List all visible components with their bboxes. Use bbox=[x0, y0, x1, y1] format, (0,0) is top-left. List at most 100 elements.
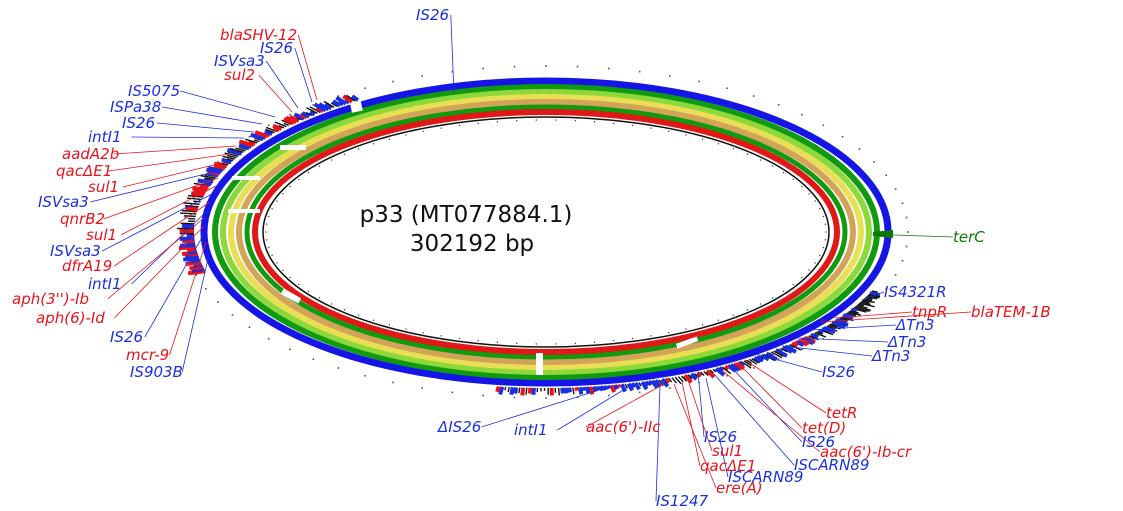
plasmid-size: 302192 bp bbox=[410, 231, 534, 257]
leader-line bbox=[795, 337, 889, 343]
leader-line bbox=[156, 122, 255, 133]
gene-feature bbox=[180, 212, 197, 215]
inner-tick bbox=[289, 185, 291, 188]
inner-tick bbox=[759, 303, 762, 305]
gene-feature bbox=[274, 121, 287, 128]
gene-feature bbox=[737, 360, 745, 368]
gene-feature bbox=[192, 186, 208, 192]
inner-tick bbox=[298, 178, 300, 181]
gene-label: aph(6)-Id bbox=[36, 309, 105, 327]
inner-tick bbox=[732, 148, 734, 150]
gene-feature bbox=[315, 106, 324, 114]
inner-tick bbox=[298, 283, 300, 286]
gene-feature bbox=[732, 362, 743, 371]
gene-feature bbox=[498, 386, 505, 395]
leader-line bbox=[265, 60, 299, 109]
inner-tick bbox=[516, 342, 518, 344]
gene-label: qacΔE1 bbox=[56, 162, 112, 180]
gene-feature bbox=[520, 387, 526, 396]
gene-feature bbox=[616, 383, 622, 389]
inner-tick bbox=[388, 138, 391, 140]
inner-tick bbox=[458, 337, 461, 340]
scale-tick bbox=[858, 148, 861, 150]
gene-label: IS26 bbox=[416, 6, 449, 24]
scale-tick bbox=[801, 348, 803, 351]
gene-feature bbox=[351, 94, 360, 102]
inner-tick bbox=[268, 215, 270, 218]
leader-line bbox=[655, 385, 661, 502]
inner-tick bbox=[668, 332, 670, 334]
leader-line bbox=[113, 201, 211, 267]
leader-line bbox=[673, 383, 717, 489]
gene-feature bbox=[677, 376, 684, 383]
gene-label: IS26 bbox=[802, 433, 835, 451]
ring-green bbox=[212, 84, 880, 380]
inner-tick bbox=[732, 314, 734, 316]
inner-tick bbox=[574, 342, 576, 344]
gene-feature bbox=[703, 370, 709, 376]
scale-tick bbox=[608, 394, 610, 397]
gene-feature bbox=[518, 387, 521, 394]
inner-tick bbox=[819, 254, 821, 256]
leader-line bbox=[744, 359, 827, 414]
inner-tick bbox=[318, 165, 321, 167]
scale-tick bbox=[248, 135, 251, 138]
inner-tick bbox=[265, 231, 267, 233]
gene-feature bbox=[869, 291, 881, 298]
gene-feature bbox=[495, 386, 501, 393]
gene-feature bbox=[200, 174, 216, 179]
inner-tick bbox=[701, 324, 704, 326]
scale-tick bbox=[576, 396, 579, 399]
gene-label: ISCARN89 bbox=[794, 456, 869, 474]
scale-tick bbox=[364, 374, 366, 377]
gene-feature bbox=[746, 359, 752, 364]
gene-feature bbox=[224, 152, 239, 158]
scale-tick bbox=[231, 314, 234, 316]
gene-feature bbox=[660, 378, 670, 388]
inner-tick bbox=[808, 269, 810, 271]
leader-line bbox=[108, 153, 231, 172]
scale-tick bbox=[901, 260, 904, 262]
scale-tick bbox=[698, 80, 700, 83]
inner-tick bbox=[496, 341, 498, 343]
inner-tick bbox=[650, 335, 652, 337]
gene-feature bbox=[222, 155, 235, 160]
gene-feature bbox=[183, 202, 200, 205]
gene-feature bbox=[640, 380, 649, 391]
gene-label: IS903B bbox=[130, 363, 183, 381]
gene-feature bbox=[342, 94, 354, 104]
leader-line bbox=[481, 385, 613, 428]
inner-tick bbox=[477, 122, 479, 124]
ring-yellow bbox=[228, 94, 864, 370]
leader-line bbox=[297, 34, 318, 101]
inner-tick bbox=[318, 297, 321, 299]
gene-feature bbox=[743, 360, 752, 367]
gene-feature bbox=[693, 372, 699, 378]
gene-feature bbox=[221, 157, 232, 164]
gene-feature bbox=[557, 387, 560, 396]
gene-feature bbox=[809, 332, 819, 340]
gene-feature bbox=[178, 245, 196, 251]
inner-tick bbox=[307, 172, 310, 174]
leader-line bbox=[131, 136, 245, 139]
inner-tick bbox=[516, 120, 518, 122]
inner-tick bbox=[792, 283, 794, 286]
ring-blue-outer bbox=[200, 77, 892, 387]
gene-feature bbox=[712, 368, 717, 373]
scale-tick bbox=[907, 231, 909, 233]
gene-feature bbox=[765, 351, 778, 362]
gene-feature bbox=[183, 256, 200, 262]
gene-feature bbox=[186, 197, 202, 201]
inner-tick bbox=[358, 148, 360, 150]
gene-feature bbox=[861, 300, 870, 304]
gene-feature bbox=[265, 128, 275, 134]
plasmid-rings bbox=[200, 77, 892, 387]
gene-feature bbox=[296, 116, 302, 121]
gene-feature bbox=[700, 371, 705, 376]
scale-tick bbox=[801, 113, 803, 116]
gene-label: intI1 bbox=[514, 421, 548, 439]
gene-feature bbox=[574, 387, 579, 392]
ring-tan bbox=[236, 99, 856, 365]
inner-tick bbox=[685, 134, 687, 136]
gene-feature bbox=[185, 204, 199, 208]
